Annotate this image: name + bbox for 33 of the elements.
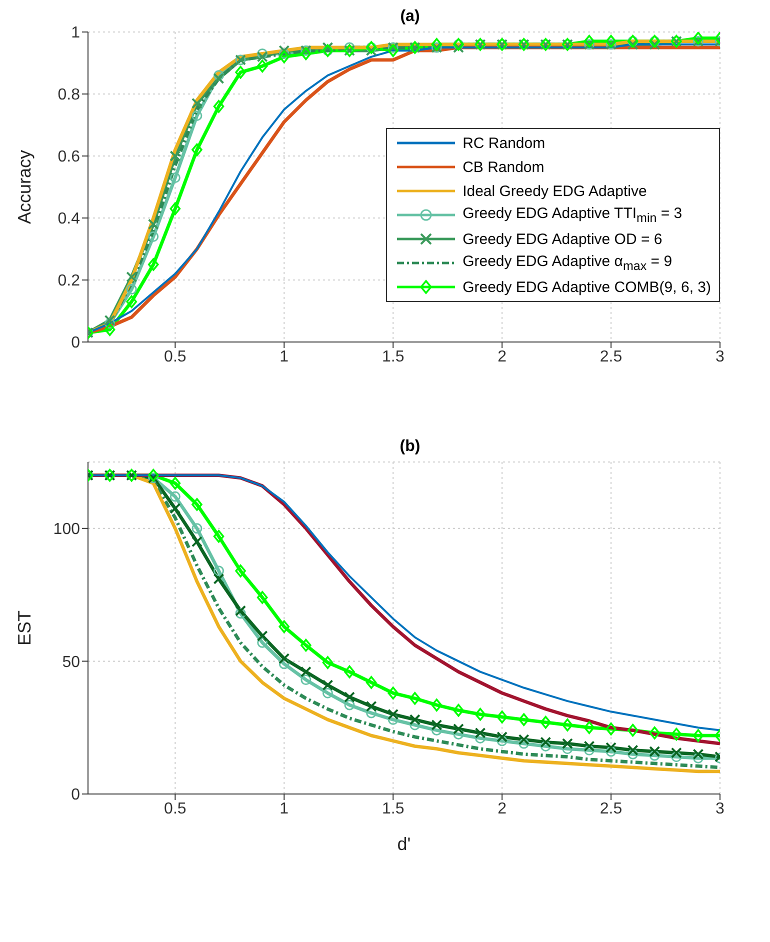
x-tick-label: 3 [716, 348, 725, 366]
x-tick-label: 1 [280, 800, 289, 818]
x-tick-label: 1.5 [382, 800, 404, 818]
y-tick-label: 0.8 [58, 86, 80, 104]
y-tick-label: 1 [71, 24, 80, 42]
legend-label: Greedy EDG Adaptive α$_{max}$ = 9 [462, 253, 672, 273]
legend-label: CB Random [462, 158, 544, 176]
legend-label: Greedy EDG Adaptive COMB(9, 6, 3) [462, 278, 711, 296]
y-tick-label: 0.6 [58, 148, 80, 166]
x-tick-label: 2 [498, 800, 507, 818]
y-axis-title: EST [14, 610, 34, 646]
y-tick-label: 50 [62, 654, 80, 671]
y-tick-label: 0 [71, 334, 80, 352]
x-tick-label: 2.5 [600, 348, 622, 366]
legend-label: Ideal Greedy EDG Adaptive [462, 182, 647, 200]
y-tick-label: 100 [53, 521, 80, 538]
legend-label: Greedy EDG Adaptive OD = 6 [462, 230, 662, 248]
chart-title: (b) [398, 438, 422, 456]
x-tick-label: 0.5 [164, 800, 186, 818]
y-tick-label: 0 [71, 786, 80, 804]
x-tick-label: 2 [498, 348, 507, 366]
x-tick-label: 0.5 [164, 348, 186, 366]
y-axis-title: Accuracy [14, 150, 34, 224]
y-tick-label: 0.4 [58, 210, 80, 228]
x-tick-label: 1 [280, 348, 289, 366]
y-tick-label: 0.2 [58, 272, 80, 290]
legend-label: Greedy EDG Adaptive TTI$_{min}$ = 3 [462, 205, 682, 225]
x-tick-label: 2.5 [600, 800, 622, 818]
x-tick-label: 3 [716, 800, 725, 818]
legend-label: RC Random [462, 134, 546, 152]
x-tick-label: 1.5 [382, 348, 404, 366]
x-axis-title: d' [397, 834, 411, 854]
chart-title: (a) [399, 8, 421, 26]
